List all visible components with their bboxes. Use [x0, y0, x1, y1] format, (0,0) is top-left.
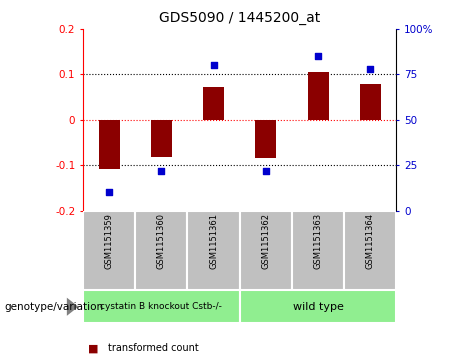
Text: GSM1151361: GSM1151361	[209, 213, 218, 269]
Point	[366, 66, 374, 72]
Bar	[99, 120, 119, 169]
Point	[158, 168, 165, 174]
Text: ■: ■	[88, 343, 98, 354]
Bar	[188, 211, 240, 290]
Bar	[360, 85, 381, 120]
Bar	[307, 72, 329, 120]
Title: GDS5090 / 1445200_at: GDS5090 / 1445200_at	[159, 11, 320, 25]
Text: genotype/variation: genotype/variation	[5, 302, 104, 312]
Text: wild type: wild type	[293, 302, 343, 312]
Text: GSM1151364: GSM1151364	[366, 213, 375, 269]
Bar	[83, 211, 135, 290]
Bar	[344, 211, 396, 290]
Bar	[135, 211, 188, 290]
Bar	[292, 211, 344, 290]
Text: cystatin B knockout Cstb-/-: cystatin B knockout Cstb-/-	[100, 302, 222, 311]
Bar	[255, 120, 276, 158]
Text: GSM1151360: GSM1151360	[157, 213, 166, 269]
Point	[210, 62, 217, 68]
Point	[106, 189, 113, 195]
Text: GSM1151362: GSM1151362	[261, 213, 270, 269]
Text: transformed count: transformed count	[108, 343, 199, 354]
Bar	[151, 120, 172, 157]
Point	[314, 53, 322, 59]
Bar	[240, 290, 396, 323]
Text: GSM1151363: GSM1151363	[313, 213, 323, 269]
Bar	[203, 87, 224, 120]
Text: GSM1151359: GSM1151359	[105, 213, 113, 269]
Point	[262, 168, 270, 174]
Bar	[240, 211, 292, 290]
Bar	[83, 290, 240, 323]
